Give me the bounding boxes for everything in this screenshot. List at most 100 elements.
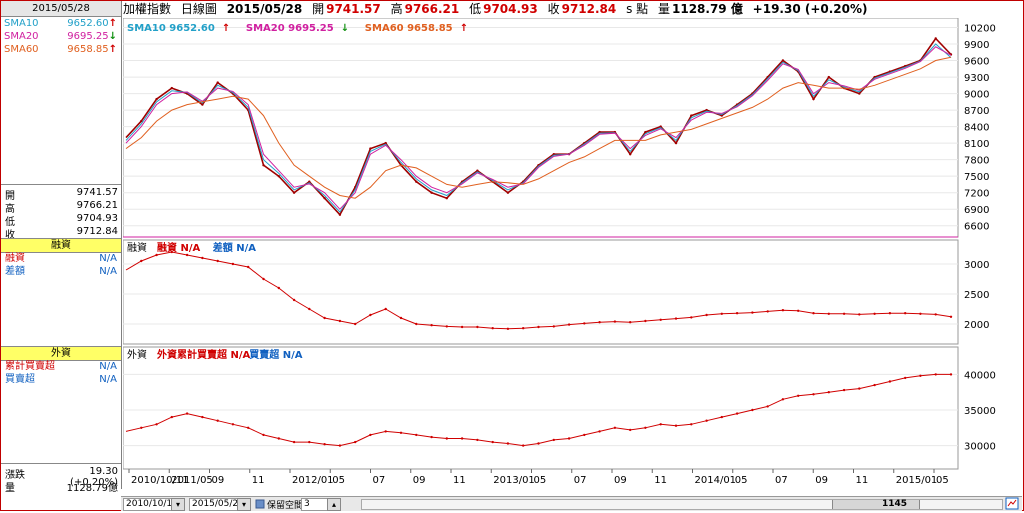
data-point [567,323,571,326]
data-point [919,312,922,315]
data-point [155,423,158,426]
data-point [384,141,387,145]
settings-icon[interactable] [1005,497,1019,510]
scrollbar-thumb[interactable] [832,500,920,509]
sma-row-sma60: SMA60 9658.85↑ [1,43,121,56]
data-point [369,433,372,437]
sma-label: SMA20 [4,31,39,42]
margin-y-axis: 2000 2500 3000 [964,260,989,331]
y-tick-label: 8700 [964,106,989,117]
legend-item: 外資累計買賣超 N/A [156,348,251,361]
data-point [720,114,723,117]
horizontal-scrollbar[interactable]: 1145 [361,499,1003,510]
data-point [949,373,953,376]
price-y-axis: 6600 6900 7200 7500 7800 8100 8400 8700 9000 9300… [964,24,996,233]
data-point [231,423,235,426]
data-point [338,213,342,216]
price-grid [123,27,958,227]
chart-area[interactable]: SMA10 9652.60 ↑ SMA20 9695.25 ↓ SMA60 9658.8… [123,18,1022,495]
data-point [812,393,815,396]
data-point [934,37,937,40]
y-tick-label: 35000 [964,406,996,417]
data-point [797,394,800,397]
data-point [430,324,433,327]
x-tick-label: 2011/05 [171,475,213,486]
data-point [904,312,907,315]
data-point [216,81,219,84]
data-point [629,321,632,324]
data-point [216,419,219,422]
data-point [674,317,678,320]
arrow-up-icon: ↑ [108,44,117,55]
data-point [415,433,418,437]
start-date-dropdown-button[interactable]: ▾ [171,498,185,511]
data-point [201,256,204,260]
reserve-spin-button[interactable]: ▴ [327,498,341,511]
data-point [476,169,479,172]
y-tick-label: 7800 [964,156,989,167]
divider [1,184,121,185]
data-point [476,438,479,442]
data-point [629,153,632,156]
data-point [934,313,937,316]
data-point [170,415,173,419]
y-tick-label: 9600 [964,57,989,68]
margin-diff-label: 差額 [5,266,25,277]
data-point [277,437,280,440]
data-point [308,440,311,444]
data-point [552,438,555,442]
data-point [751,311,754,314]
divider [1,463,121,464]
reserve-label: 保留空間 [267,501,304,511]
data-point [934,373,937,376]
data-point [247,426,250,429]
data-point [491,440,494,444]
data-point [445,437,448,440]
ohlc-label: 收 [5,230,15,241]
ohlc-value: 9766.21 [76,200,118,211]
y-tick-label: 3000 [964,260,989,271]
end-date-field[interactable]: 2015/05/28 [189,498,244,511]
data-point [399,316,403,320]
close-value: 9712.84 [561,2,617,16]
foreign-net-value: N/A [99,374,117,385]
ohlc-label: 高 [5,204,15,215]
price-panel-frame [123,18,959,238]
ohlc-value: 9712.84 [76,226,118,237]
legend-item: 買賣超 N/A [249,348,303,361]
y-tick-label: 8100 [964,139,989,150]
data-point [644,319,647,323]
change-summary: +19.30 (+0.20%) [752,2,868,16]
info-date: 2015/05/28 [1,1,121,17]
data-point [522,327,525,330]
x-tick-label: 05 [735,475,748,486]
foreign-net-label: 買賣超 [5,374,35,385]
data-point [690,316,693,319]
data-point [399,431,403,434]
start-date-field[interactable]: 2010/10/11 [123,498,178,511]
sma-list: SMA10 9652.60↑ SMA20 9695.25↓ SMA60 9658.85↑ [1,17,121,56]
reserve-input[interactable]: 3 [301,498,329,511]
y-tick-label: 9000 [964,90,989,101]
margin-financing-value: N/A [99,253,117,264]
data-point [140,259,143,263]
price-legend: SMA10 9652.60 ↑ SMA20 9695.25 ↓ SMA60 9658.8… [127,23,468,34]
sma-row-sma20: SMA20 9695.25↓ [1,30,121,43]
x-tick-label: 2015/01 [896,475,938,486]
volume-row: 量 1128.79億 [5,479,118,494]
info-panel: 2015/05/28 SMA10 9652.60↑ SMA20 9695.25↓ SMA… [1,1,122,494]
data-point [781,59,785,62]
data-point [735,412,739,415]
open-label: 開 [312,2,325,16]
margin-panel-title: 融資 [1,238,121,253]
foreign-row-cumulative: 累計買賣超 N/A [5,360,117,373]
x-tick-label: 07 [373,475,386,486]
x-tick-label: 09 [413,475,426,486]
data-point [583,322,586,325]
foreign-legend: 外資 外資累計買賣超 N/A 買賣超 N/A [127,348,303,361]
end-date-dropdown-button[interactable]: ▾ [237,498,251,511]
data-point [231,262,235,266]
ohlc-value: 9741.57 [76,187,118,198]
data-point [567,437,571,440]
sma-label: SMA60 [4,44,39,55]
